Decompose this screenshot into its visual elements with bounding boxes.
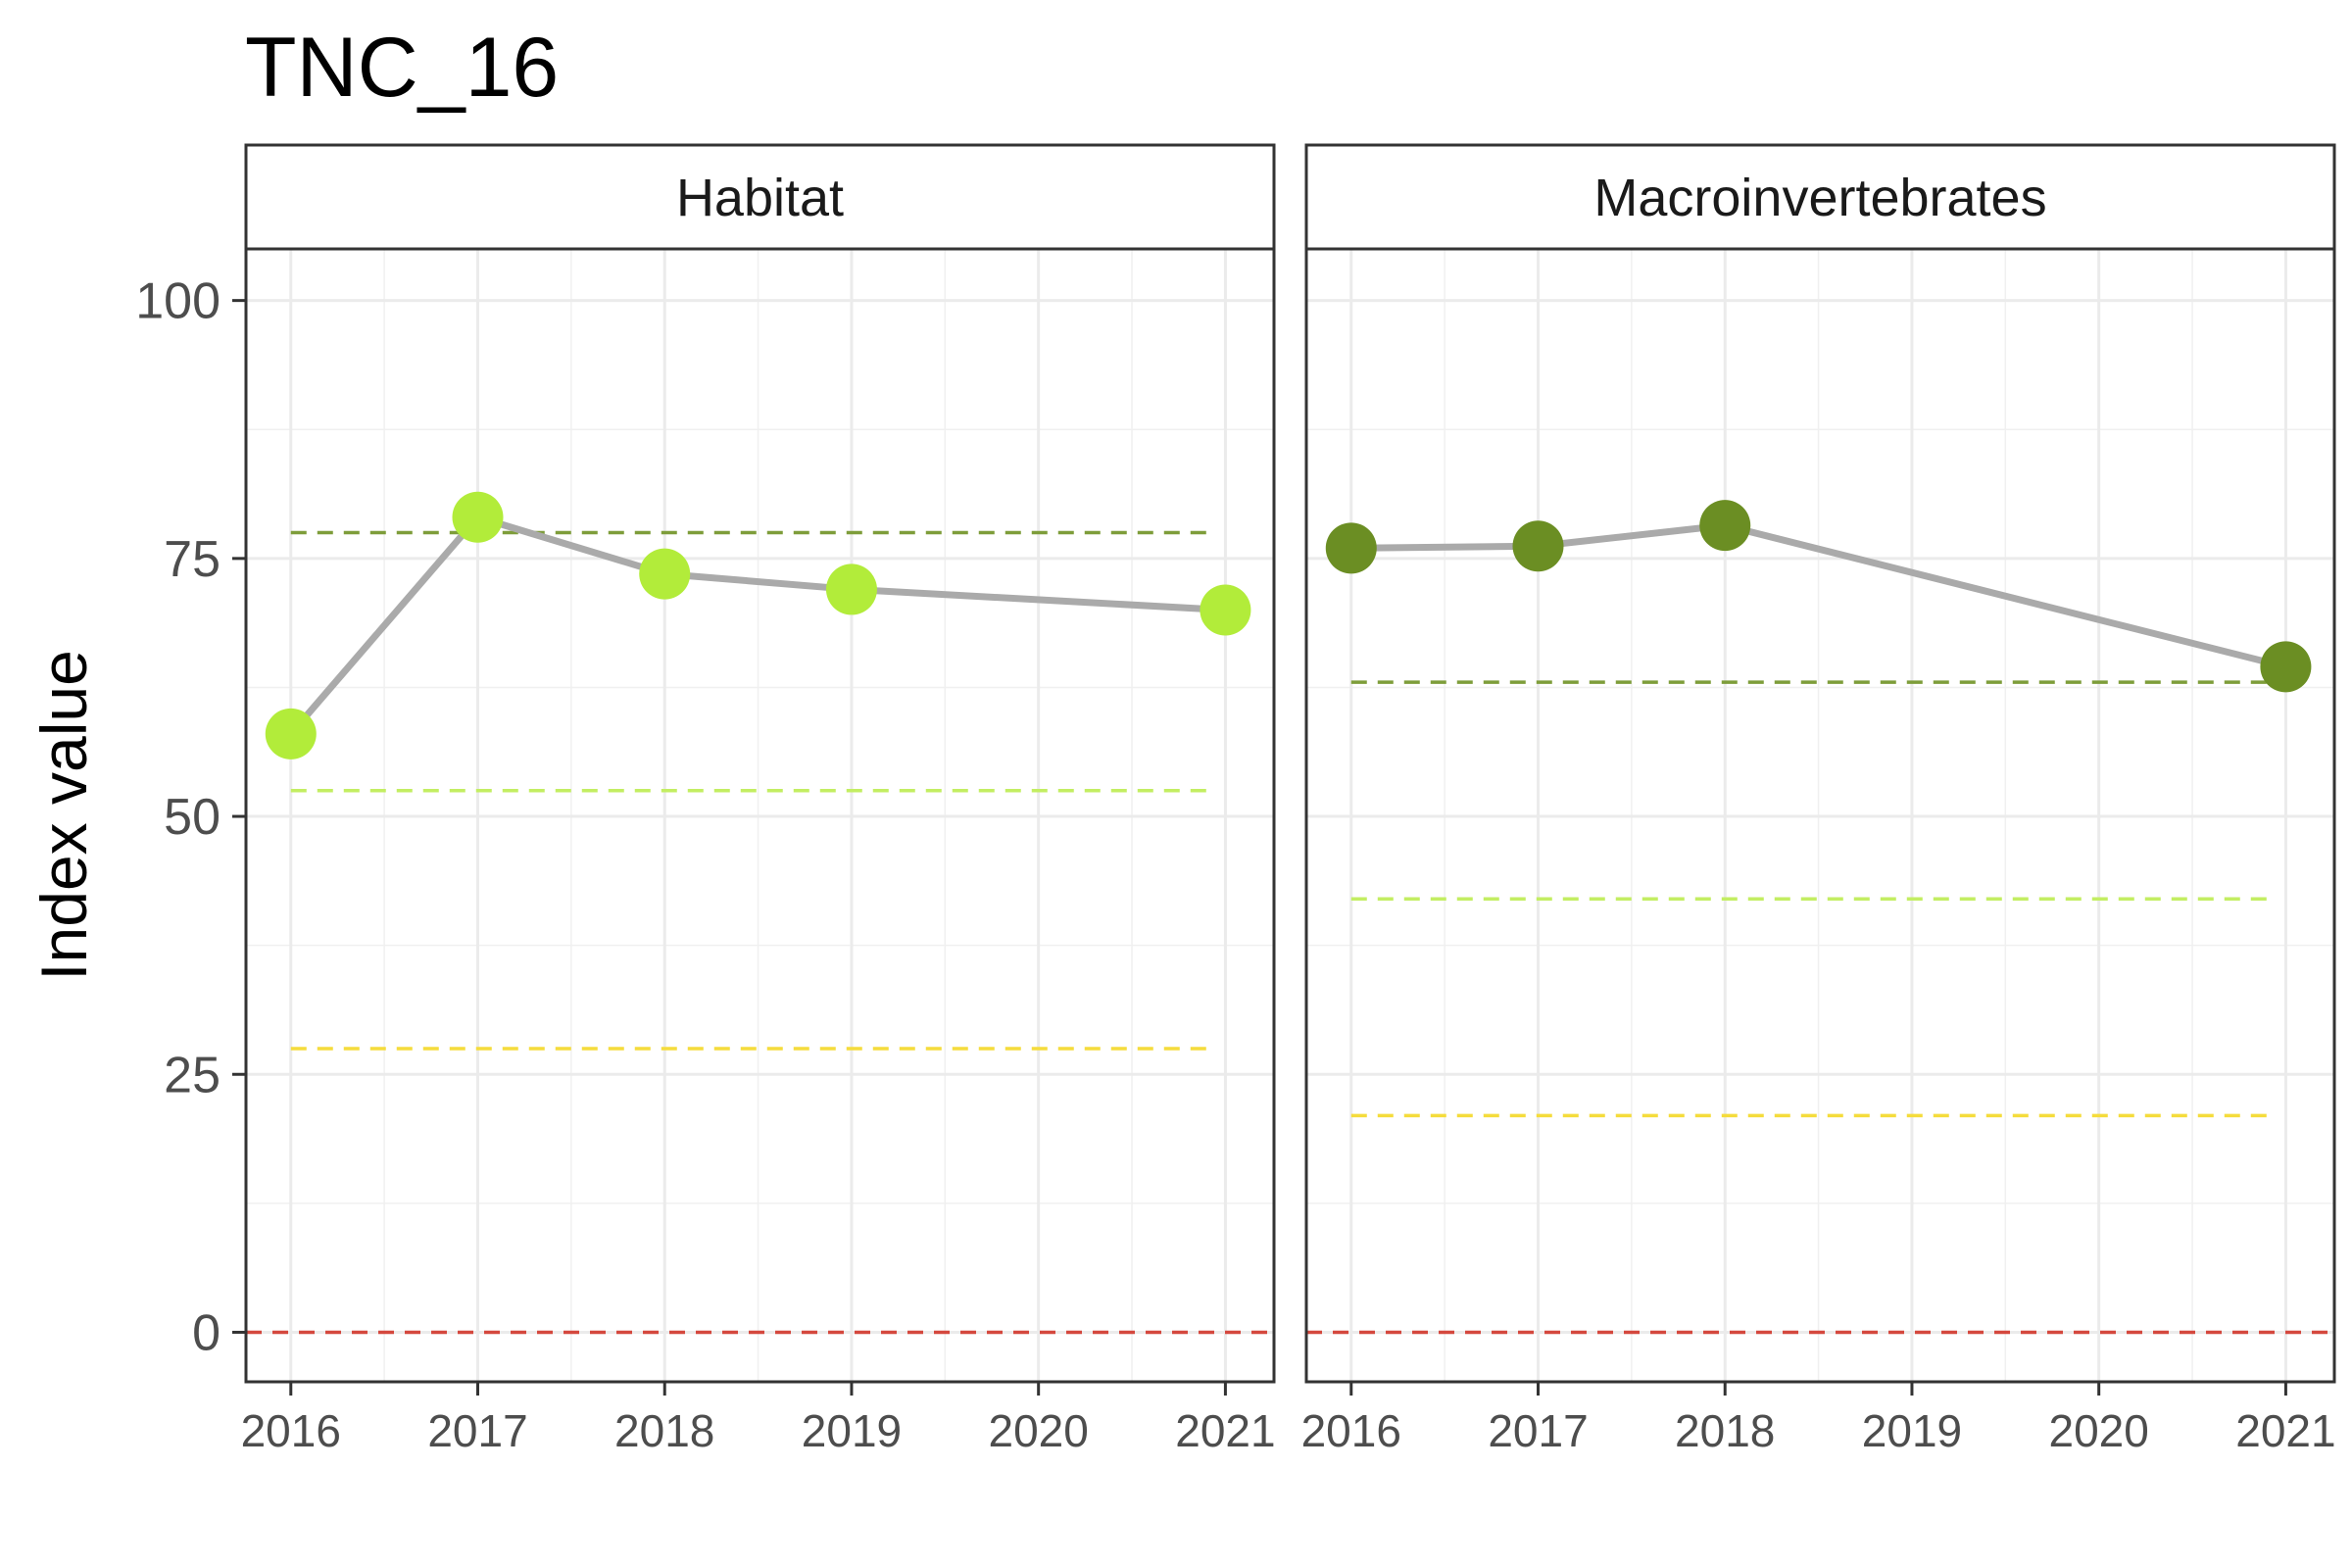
y-tick-label: 0 bbox=[192, 1304, 220, 1361]
y-tick-label: 25 bbox=[164, 1047, 220, 1103]
data-point bbox=[452, 491, 504, 543]
strip-label: Habitat bbox=[676, 169, 844, 227]
y-tick-label: 100 bbox=[135, 273, 220, 330]
data-point bbox=[265, 708, 317, 760]
y-tick-label: 75 bbox=[164, 531, 220, 588]
data-point bbox=[825, 564, 877, 615]
data-point bbox=[1699, 500, 1751, 552]
chart-title: TNC_16 bbox=[245, 21, 559, 115]
x-tick-label: 2016 bbox=[241, 1405, 341, 1456]
data-point bbox=[2260, 641, 2312, 693]
x-tick-label: 2017 bbox=[1488, 1405, 1588, 1456]
x-tick-label: 2021 bbox=[1175, 1405, 1275, 1456]
x-tick-label: 2021 bbox=[2235, 1405, 2335, 1456]
panel-habitat: Habitat 2016 2017 2018 2019 2020 2021 bbox=[241, 143, 1276, 1456]
panel-macroinvertebrates: Macroinvertebrates 2016 2017 2018 2019 2020 20… bbox=[1301, 143, 2336, 1456]
strip-label: Macroinvertebrates bbox=[1593, 169, 2046, 227]
y-tick-label: 50 bbox=[164, 789, 220, 846]
strip-background bbox=[244, 143, 1276, 251]
y-axis-ticks: 0 25 50 75 100 bbox=[135, 273, 246, 1361]
data-point bbox=[1512, 520, 1564, 572]
data-point bbox=[1200, 584, 1251, 636]
x-tick-label: 2016 bbox=[1301, 1405, 1401, 1456]
x-tick-label: 2019 bbox=[1862, 1405, 1962, 1456]
series-line bbox=[1348, 521, 2289, 670]
data-point bbox=[639, 548, 691, 600]
x-tick-label: 2020 bbox=[989, 1405, 1089, 1456]
x-tick-label: 2018 bbox=[1675, 1405, 1775, 1456]
strip-background bbox=[1304, 143, 2336, 251]
x-tick-label: 2020 bbox=[2049, 1405, 2149, 1456]
data-point bbox=[1325, 522, 1377, 574]
x-tick-label: 2017 bbox=[427, 1405, 527, 1456]
x-tick-label: 2018 bbox=[614, 1405, 714, 1456]
y-axis-title: Index value bbox=[27, 650, 100, 981]
x-tick-label: 2019 bbox=[802, 1405, 902, 1456]
